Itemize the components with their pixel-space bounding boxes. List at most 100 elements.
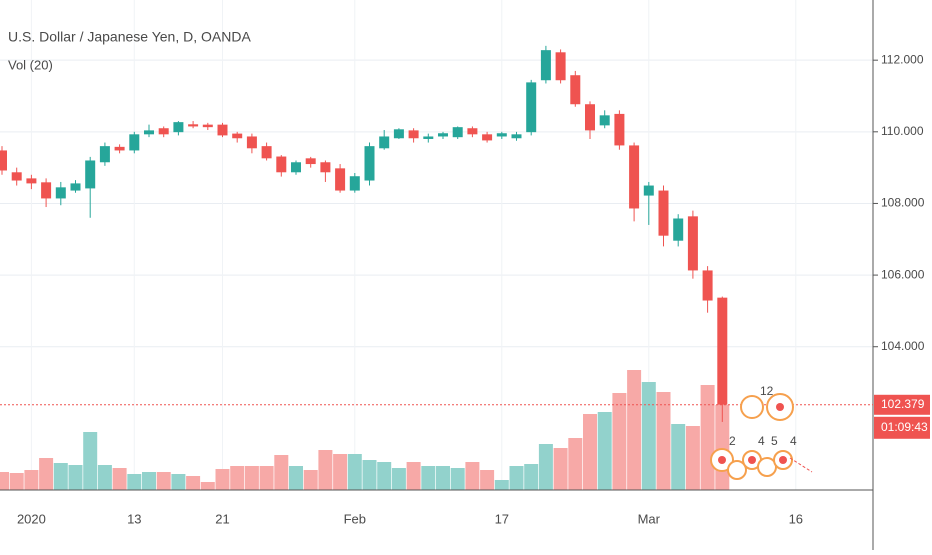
candle-body — [643, 185, 654, 196]
volume-bar — [583, 414, 597, 490]
candle-body — [452, 127, 463, 138]
candle-body — [129, 134, 140, 151]
volume-bar — [142, 472, 156, 490]
volume-bar — [494, 480, 509, 490]
candle-body — [320, 162, 331, 173]
x-tick-label: 2020 — [17, 511, 46, 526]
candle-body — [70, 183, 81, 191]
candle-body — [717, 297, 728, 405]
volume-bar — [230, 466, 245, 490]
volume-bar — [303, 470, 318, 490]
candle-body — [364, 146, 375, 181]
y-tick-label: 110.000 — [881, 124, 924, 138]
candle-body — [482, 134, 493, 141]
volume-bar — [685, 426, 700, 490]
candle-body — [599, 115, 610, 126]
candle-body — [335, 168, 346, 191]
x-tick-label: Mar — [638, 511, 661, 526]
event-icons: 12 2 4 5 4 — [710, 384, 813, 480]
volume-bar — [156, 472, 171, 490]
y-tick-label: 112.000 — [881, 52, 924, 66]
volume-bar — [524, 464, 539, 490]
volume-bar — [538, 444, 553, 490]
candle-body — [438, 133, 448, 137]
countdown-label: 01:09:43 — [881, 420, 928, 434]
candle-body — [496, 133, 507, 137]
candle-body — [202, 124, 213, 128]
volume-bar — [391, 468, 406, 490]
volume-label: Vol (20) — [8, 57, 53, 72]
candles — [0, 45, 728, 422]
volume-bar — [450, 468, 465, 490]
event-count: 4 — [758, 434, 765, 448]
event-count: 2 — [729, 434, 736, 448]
chart-title: U.S. Dollar / Japanese Yen, D, OANDA — [8, 29, 251, 45]
volume-bar — [97, 465, 112, 490]
candle-body — [305, 158, 316, 165]
volume-bar — [318, 450, 333, 490]
candle-body — [11, 172, 22, 181]
candle-body — [393, 129, 404, 139]
candle-body — [702, 270, 713, 301]
x-tick-label: 13 — [127, 511, 141, 526]
candle-body — [673, 218, 684, 241]
candle-body — [0, 150, 7, 171]
candle-body — [540, 50, 551, 81]
candle-body — [26, 178, 37, 184]
volume-bar — [377, 462, 392, 490]
volume-bar — [597, 412, 612, 490]
candle-body — [687, 216, 698, 271]
y-tick-label: 104.000 — [881, 339, 925, 353]
volume-bar — [39, 458, 54, 490]
volume-bar — [0, 472, 9, 490]
volume-bar — [215, 469, 230, 490]
volume-pane — [0, 370, 730, 490]
volume-bar — [289, 466, 303, 490]
last-price-box — [874, 394, 930, 415]
x-tick-label: 17 — [495, 511, 509, 526]
volume-bar — [641, 382, 656, 490]
volume-bar — [83, 432, 98, 490]
volume-bar — [553, 448, 568, 490]
candle-body — [55, 187, 66, 199]
volume-bar — [568, 438, 583, 490]
event-connector — [789, 457, 813, 473]
volume-bar — [612, 393, 627, 490]
volume-bar — [24, 470, 39, 490]
candle-body — [276, 156, 287, 173]
event-dot — [776, 403, 784, 411]
candle-body — [217, 124, 228, 136]
y-tick-label: 108.000 — [881, 196, 925, 210]
x-tick-label: Feb — [344, 511, 366, 526]
candle-body — [232, 133, 243, 139]
volume-bar — [627, 370, 642, 490]
volume-bar — [362, 460, 377, 490]
event-dot — [718, 456, 726, 464]
event-count: 5 — [771, 434, 778, 448]
event-icon — [740, 395, 764, 419]
volume-bar — [671, 424, 686, 490]
x-tick-label: 16 — [789, 511, 803, 526]
countdown-box — [874, 416, 930, 439]
candle-body — [585, 104, 595, 131]
volume-bar — [333, 454, 348, 490]
candle-body — [526, 82, 537, 133]
candle-body — [261, 146, 272, 159]
candle-body — [555, 52, 566, 81]
candle-body — [114, 146, 125, 151]
volume-bar — [480, 470, 495, 490]
candle-body — [291, 162, 301, 173]
candle-body — [99, 146, 110, 163]
candle-body — [144, 130, 154, 135]
volume-bar — [406, 462, 421, 490]
candle-body — [158, 128, 169, 135]
candle-body — [408, 130, 419, 139]
volume-bar — [656, 392, 671, 490]
candle-body — [379, 136, 390, 149]
candle-body — [85, 160, 96, 189]
candle-body — [246, 136, 257, 149]
volume-bar — [53, 463, 68, 490]
candle-body — [629, 145, 640, 209]
volume-bar — [68, 465, 83, 490]
